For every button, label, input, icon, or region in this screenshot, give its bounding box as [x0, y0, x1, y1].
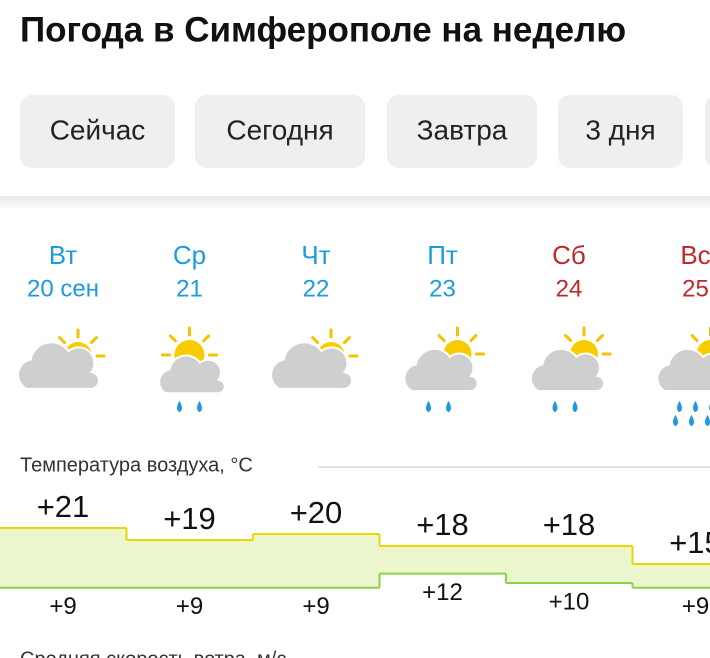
weather-icon: [17, 328, 106, 390]
low-temperature: +9: [49, 593, 76, 620]
date: 25: [682, 275, 709, 302]
tab-button[interactable]: [195, 95, 365, 168]
section-label: Средняя скорость ветра, м/с: [20, 648, 286, 658]
sun-ray: [690, 334, 699, 343]
date: 24: [556, 275, 583, 302]
low-temperature: +9: [176, 593, 203, 620]
sun-ray: [595, 334, 604, 343]
high-temperature: +21: [37, 489, 90, 524]
rain-drop: [197, 400, 202, 413]
weekday: Сб: [552, 240, 586, 270]
sun-ray: [311, 336, 320, 345]
weekday: Чт: [301, 240, 330, 270]
rain-drop: [177, 400, 182, 413]
tab-button[interactable]: [387, 95, 537, 168]
sun-ray: [58, 336, 67, 345]
temperature-band: +21 +9 +19 +9 +20 +9 +18 +12 +18 +10 +15 +9: [0, 489, 710, 620]
high-temperature: +15: [669, 525, 710, 560]
high-temperature: +18: [543, 507, 596, 542]
sun-ray: [202, 334, 211, 343]
cloud: [656, 347, 710, 393]
high-temperature: +18: [416, 507, 469, 542]
weekday: Пт: [427, 240, 458, 270]
low-temperature: +9: [302, 593, 329, 620]
rain-drop: [552, 400, 558, 413]
sun-ray: [168, 334, 177, 343]
rain-drop: [705, 414, 710, 427]
tab-label[interactable]: 3 дня: [585, 114, 655, 145]
rain-drop: [426, 400, 431, 413]
rain-drop: [677, 400, 682, 413]
cloud: [529, 347, 606, 393]
rain-drop: [673, 414, 678, 427]
temperature-range: [0, 528, 127, 588]
temperature-range: [253, 534, 380, 588]
cloud: [270, 341, 354, 390]
sun-ray: [342, 336, 351, 345]
sun-ray: [564, 334, 573, 343]
sun-ray: [437, 334, 446, 343]
rain-drop: [572, 400, 578, 413]
high-temperature: +20: [290, 495, 343, 530]
tab-button[interactable]: [705, 95, 710, 168]
weather-icon: [403, 326, 485, 413]
rain-drop: [446, 400, 451, 413]
card-shadow: [0, 196, 710, 210]
sun-ray: [469, 334, 478, 343]
temperature-range: [632, 564, 710, 588]
rain-drop: [689, 414, 694, 427]
weather-icon: [158, 326, 226, 413]
tab-button[interactable]: [558, 95, 683, 168]
weekday: Вт: [49, 240, 77, 270]
tab-label[interactable]: Сегодня: [226, 114, 333, 145]
tab-label[interactable]: Сейчас: [50, 114, 146, 145]
temperature-range: [379, 546, 506, 574]
tab-bar: Сейчас Сегодня Завтра 3 дня: [20, 95, 710, 168]
date: 22: [303, 275, 330, 302]
weather-icon: [270, 328, 359, 390]
date: 23: [429, 275, 456, 302]
section-label: Температура воздуха, °С: [20, 454, 253, 476]
page-title: Погода в Симферополе на неделю: [20, 10, 626, 49]
weather-icon: [656, 326, 710, 427]
temperature-range: [126, 540, 253, 588]
date: 20 сен: [27, 275, 99, 302]
date: 21: [176, 275, 203, 302]
low-temperature: +9: [682, 593, 709, 620]
weekday: Вс: [680, 240, 710, 270]
weather-icon: [529, 326, 612, 413]
day-columns: Вт 20 сен Ср 21 Чт 22 Пт 23 Сб 24 Вс 25: [17, 240, 710, 427]
sun-ray: [89, 336, 98, 345]
tab-label[interactable]: Завтра: [417, 114, 508, 145]
tab-button[interactable]: [20, 95, 175, 168]
cloud: [17, 341, 101, 390]
low-temperature: +10: [549, 588, 590, 615]
rain-drop: [693, 400, 698, 413]
cloud: [158, 354, 226, 395]
cloud: [403, 347, 479, 393]
high-temperature: +19: [163, 501, 216, 536]
weekday: Ср: [173, 240, 206, 270]
low-temperature: +12: [422, 579, 463, 606]
temperature-range: [506, 546, 633, 583]
